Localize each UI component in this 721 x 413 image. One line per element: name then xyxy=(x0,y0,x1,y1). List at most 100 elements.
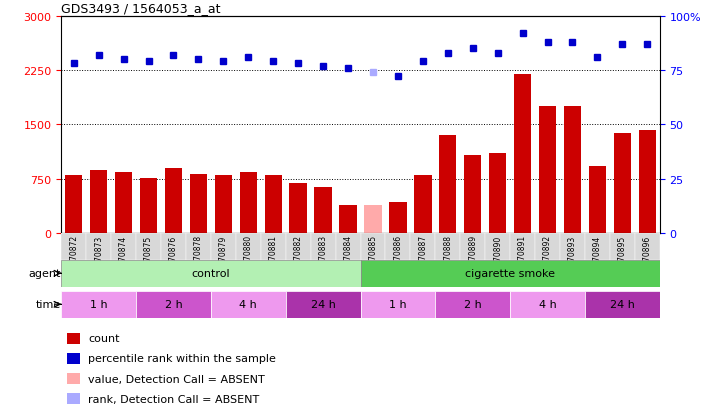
Text: GSM270888: GSM270888 xyxy=(443,235,452,280)
Text: GSM270893: GSM270893 xyxy=(568,235,577,281)
Text: GSM270896: GSM270896 xyxy=(642,235,652,281)
Bar xyxy=(535,233,560,260)
Text: GSM270890: GSM270890 xyxy=(493,235,502,281)
Text: GSM270875: GSM270875 xyxy=(144,235,153,281)
Bar xyxy=(65,176,82,233)
Bar xyxy=(460,233,485,260)
Bar xyxy=(510,233,535,260)
Bar xyxy=(585,291,660,318)
Bar xyxy=(90,171,107,233)
Text: 4 h: 4 h xyxy=(239,299,257,310)
Bar xyxy=(435,291,510,318)
Bar xyxy=(115,173,133,233)
Text: 24 h: 24 h xyxy=(311,299,335,310)
Bar xyxy=(111,233,136,260)
Text: rank, Detection Call = ABSENT: rank, Detection Call = ABSENT xyxy=(88,394,260,404)
Text: GSM270885: GSM270885 xyxy=(368,235,378,281)
Bar xyxy=(639,131,656,233)
Bar xyxy=(389,202,407,233)
Bar xyxy=(311,233,335,260)
Text: GSM270873: GSM270873 xyxy=(94,235,103,281)
Text: GSM270874: GSM270874 xyxy=(119,235,128,281)
Bar xyxy=(236,233,261,260)
Text: GSM270880: GSM270880 xyxy=(244,235,253,281)
Bar xyxy=(360,233,386,260)
Text: 1 h: 1 h xyxy=(389,299,407,310)
Bar xyxy=(489,154,506,233)
Bar xyxy=(510,291,585,318)
Bar xyxy=(67,393,81,404)
Text: GSM270872: GSM270872 xyxy=(69,235,79,281)
Bar xyxy=(439,136,456,233)
Text: GSM270878: GSM270878 xyxy=(194,235,203,281)
Text: control: control xyxy=(192,268,230,279)
Bar xyxy=(539,107,556,233)
Text: GSM270889: GSM270889 xyxy=(468,235,477,281)
Text: GSM270895: GSM270895 xyxy=(618,235,627,281)
Text: value, Detection Call = ABSENT: value, Detection Call = ABSENT xyxy=(88,374,265,384)
Bar xyxy=(634,233,660,260)
Bar xyxy=(261,233,286,260)
Bar xyxy=(190,175,207,233)
Text: 4 h: 4 h xyxy=(539,299,557,310)
Bar xyxy=(140,178,157,233)
Bar xyxy=(87,233,111,260)
Text: GSM270886: GSM270886 xyxy=(394,235,402,281)
Bar xyxy=(136,233,161,260)
Bar xyxy=(464,155,482,233)
Bar xyxy=(485,233,510,260)
Bar xyxy=(588,167,606,233)
Text: GSM270879: GSM270879 xyxy=(219,235,228,281)
Text: 1 h: 1 h xyxy=(90,299,107,310)
Text: GSM270891: GSM270891 xyxy=(518,235,527,281)
Text: cigarette smoke: cigarette smoke xyxy=(465,268,555,279)
Bar xyxy=(435,233,460,260)
Bar xyxy=(186,233,211,260)
Text: GSM270882: GSM270882 xyxy=(293,235,303,280)
Bar xyxy=(61,260,360,287)
Bar xyxy=(211,233,236,260)
Text: 2 h: 2 h xyxy=(164,299,182,310)
Bar xyxy=(265,176,282,233)
Bar xyxy=(410,233,435,260)
Bar xyxy=(560,233,585,260)
Bar xyxy=(136,291,211,318)
Text: percentile rank within the sample: percentile rank within the sample xyxy=(88,354,276,363)
Bar xyxy=(239,173,257,233)
Bar xyxy=(67,333,81,344)
Bar xyxy=(340,205,357,233)
Text: 2 h: 2 h xyxy=(464,299,482,310)
Text: GDS3493 / 1564053_a_at: GDS3493 / 1564053_a_at xyxy=(61,2,221,15)
Bar xyxy=(564,107,581,233)
Bar xyxy=(335,233,360,260)
Bar xyxy=(364,205,381,233)
Bar xyxy=(386,233,410,260)
Bar xyxy=(61,291,136,318)
Text: GSM270887: GSM270887 xyxy=(418,235,428,281)
Bar xyxy=(161,233,186,260)
Bar xyxy=(67,353,81,364)
Text: time: time xyxy=(35,299,61,310)
Text: GSM270894: GSM270894 xyxy=(593,235,602,281)
Text: GSM270881: GSM270881 xyxy=(269,235,278,280)
Bar xyxy=(314,188,332,233)
Bar xyxy=(211,291,286,318)
Bar xyxy=(61,233,87,260)
Bar xyxy=(610,233,634,260)
Bar xyxy=(286,291,360,318)
Bar xyxy=(286,233,311,260)
Text: GSM270892: GSM270892 xyxy=(543,235,552,281)
Bar xyxy=(514,74,531,233)
Bar xyxy=(165,169,182,233)
Text: GSM270876: GSM270876 xyxy=(169,235,178,281)
Bar xyxy=(614,134,631,233)
Bar xyxy=(289,183,307,233)
Text: 24 h: 24 h xyxy=(610,299,634,310)
Bar xyxy=(585,233,610,260)
Text: GSM270883: GSM270883 xyxy=(319,235,327,281)
Bar xyxy=(215,176,232,233)
Bar xyxy=(360,291,435,318)
Bar xyxy=(360,260,660,287)
Text: agent: agent xyxy=(28,268,61,279)
Bar xyxy=(414,176,432,233)
